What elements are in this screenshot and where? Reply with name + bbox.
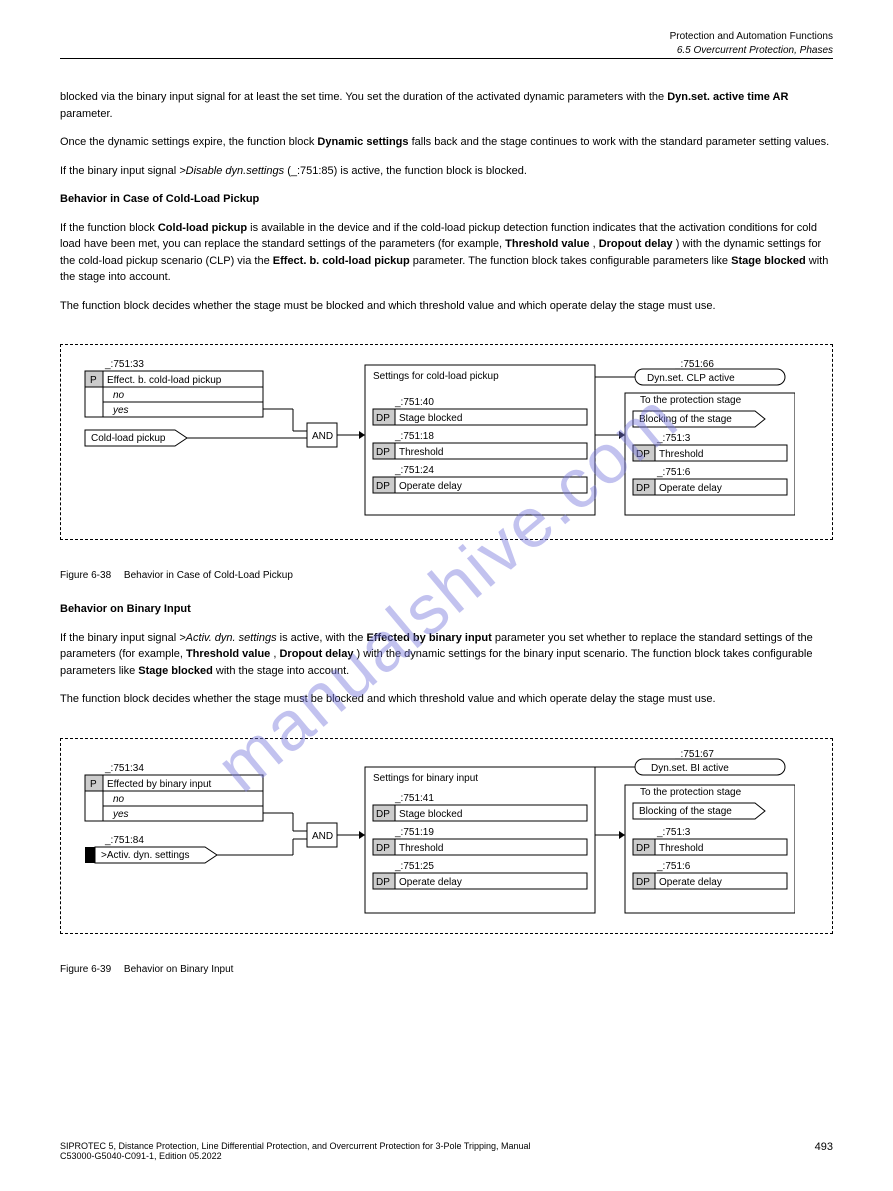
- f2-in-black: [85, 847, 95, 863]
- intro3c: (_:751:85) is active, the function block…: [287, 165, 527, 177]
- f1-p-left-strip: [85, 387, 103, 417]
- f2-right-row2: Operate delay: [659, 877, 722, 888]
- f2-mid-row1: Stage blocked: [399, 809, 462, 820]
- f2-mid-addr2: _:751:19: [394, 827, 434, 838]
- sec2-heading: Behavior on Binary Input: [60, 601, 833, 618]
- f2-mid-title: Settings for binary input: [373, 773, 478, 784]
- f2-right-addr: _:751:67: [674, 749, 714, 760]
- f1-right-arrow-t: Blocking of the stage: [639, 414, 732, 425]
- f2-opt-no: no: [113, 794, 125, 805]
- figure-1-caption: Figure 6-38 Behavior in Case of Cold-Loa…: [60, 570, 833, 581]
- f2-arrowhead1: [359, 831, 365, 839]
- f1-mid-dp2-t: DP: [376, 447, 390, 458]
- intro-para-2: Once the dynamic settings expire, the fu…: [60, 134, 833, 151]
- f1-right-pill-t: Dyn.set. CLP active: [647, 373, 735, 384]
- f2-mid-dp1-t: DP: [376, 809, 390, 820]
- intro2c: falls back and the stage continues to wo…: [412, 136, 830, 148]
- f2-p-addr: _:751:34: [104, 763, 144, 774]
- f2-arrowhead2: [619, 831, 625, 839]
- footer-page-number: 493: [815, 1141, 833, 1161]
- sec2-p2: The function block decides whether the s…: [60, 691, 833, 708]
- f1-right-dp2-t: DP: [636, 483, 650, 494]
- f1-right-title: To the protection stage: [640, 395, 742, 406]
- f1-mid-row1: Stage blocked: [399, 413, 462, 424]
- f1-right-addr1: _:751:3: [656, 433, 691, 444]
- top-rule: [60, 58, 833, 59]
- f1-mid-addr1: _:751:40: [394, 397, 434, 408]
- intro1-tail: parameter.: [60, 108, 113, 120]
- f2-mid-row3: Operate delay: [399, 877, 462, 888]
- f2-right-row1: Threshold: [659, 843, 703, 854]
- sec1-heading: Behavior in Case of Cold-Load Pickup: [60, 191, 833, 208]
- f2-p-left-strip: [85, 791, 103, 821]
- f1-mid-row2: Threshold: [399, 447, 443, 458]
- f1-opt-yes: yes: [112, 405, 129, 416]
- header-line1: Protection and Automation Functions: [60, 30, 833, 44]
- figure-1-diagram: _:751:33 P Effect. b. cold-load pickup n…: [60, 344, 833, 540]
- f1-arrowhead2: [619, 431, 625, 439]
- f2-right-dp2-t: DP: [636, 877, 650, 888]
- figure-2-diagram: _:751:34 P Effected by binary input no y…: [60, 738, 833, 934]
- f2-mid-dp3-t: DP: [376, 877, 390, 888]
- f2-mid-addr3: _:751:25: [394, 861, 434, 872]
- f2-right-addr2: _:751:6: [656, 861, 691, 872]
- f1-opt-no-box: [103, 387, 263, 402]
- intro2a: Once the dynamic settings expire, the fu…: [60, 136, 317, 148]
- f1-p-label: Effect. b. cold-load pickup: [107, 375, 222, 386]
- f1-arrowhead1: [359, 431, 365, 439]
- f1-p-addr: _:751:33: [104, 359, 144, 370]
- f1-mid-addr3: _:751:24: [394, 465, 434, 476]
- f1-right-row1: Threshold: [659, 449, 703, 460]
- page-footer: SIPROTEC 5, Distance Protection, Line Di…: [60, 1141, 833, 1161]
- f1-right-addr: _:751:66: [674, 359, 714, 370]
- f2-right-dp1-t: DP: [636, 843, 650, 854]
- f2-mid-addr1: _:751:41: [394, 793, 434, 804]
- figure-2-svg: _:751:34 P Effected by binary input no y…: [75, 749, 795, 919]
- figure-2-caption: Figure 6-39 Behavior on Binary Input: [60, 964, 833, 975]
- f2-opt-no-box: [103, 791, 263, 806]
- f2-right-pill-t: Dyn.set. BI active: [651, 763, 729, 774]
- sec1-p1: If the function block Cold-load pickup i…: [60, 220, 833, 286]
- figure-1-svg: _:751:33 P Effect. b. cold-load pickup n…: [75, 355, 795, 525]
- header-right: Protection and Automation Functions 6.5 …: [60, 30, 833, 58]
- f2-p-tag-text: P: [90, 779, 97, 790]
- f2-mid-dp2-t: DP: [376, 843, 390, 854]
- intro1-a: blocked via the binary input signal for …: [60, 91, 664, 103]
- f1-right-dp1-t: DP: [636, 449, 650, 460]
- intro3a: If the binary input signal: [60, 165, 179, 177]
- f2-mid-row2: Threshold: [399, 843, 443, 854]
- intro1-param: Dyn.set. active time AR: [667, 91, 788, 103]
- intro3b: >Disable dyn.settings: [179, 165, 284, 177]
- f2-in-addr: _:751:84: [104, 835, 144, 846]
- f2-input-label: >Activ. dyn. settings: [101, 850, 189, 861]
- intro-para-3: If the binary input signal >Disable dyn.…: [60, 163, 833, 180]
- intro2b: Dynamic settings: [317, 136, 408, 148]
- f2-right-title: To the protection stage: [640, 787, 742, 798]
- f2-p-label: Effected by binary input: [107, 779, 212, 790]
- f2-right-addr1: _:751:3: [656, 827, 691, 838]
- sec1-p2: The function block decides whether the s…: [60, 298, 833, 315]
- sec2-p1: If the binary input signal >Activ. dyn. …: [60, 630, 833, 680]
- f1-mid-addr2: _:751:18: [394, 431, 434, 442]
- f1-right-addr2: _:751:6: [656, 467, 691, 478]
- f1-input-label: Cold-load pickup: [91, 433, 166, 444]
- f1-right-row2: Operate delay: [659, 483, 722, 494]
- f1-opt-no: no: [113, 390, 125, 401]
- f1-p-tag-text: P: [90, 375, 97, 386]
- f1-mid-row3: Operate delay: [399, 481, 462, 492]
- f2-and-text: AND: [312, 831, 333, 842]
- intro-para-1: blocked via the binary input signal for …: [60, 89, 833, 122]
- f2-right-arrow-t: Blocking of the stage: [639, 806, 732, 817]
- f1-mid-title: Settings for cold-load pickup: [373, 371, 499, 382]
- f1-and-text: AND: [312, 431, 333, 442]
- footer-left: SIPROTEC 5, Distance Protection, Line Di…: [60, 1141, 531, 1161]
- f1-mid-dp3-t: DP: [376, 481, 390, 492]
- header-line2: 6.5 Overcurrent Protection, Phases: [60, 44, 833, 58]
- f2-opt-yes: yes: [112, 809, 129, 820]
- f1-mid-dp1-t: DP: [376, 413, 390, 424]
